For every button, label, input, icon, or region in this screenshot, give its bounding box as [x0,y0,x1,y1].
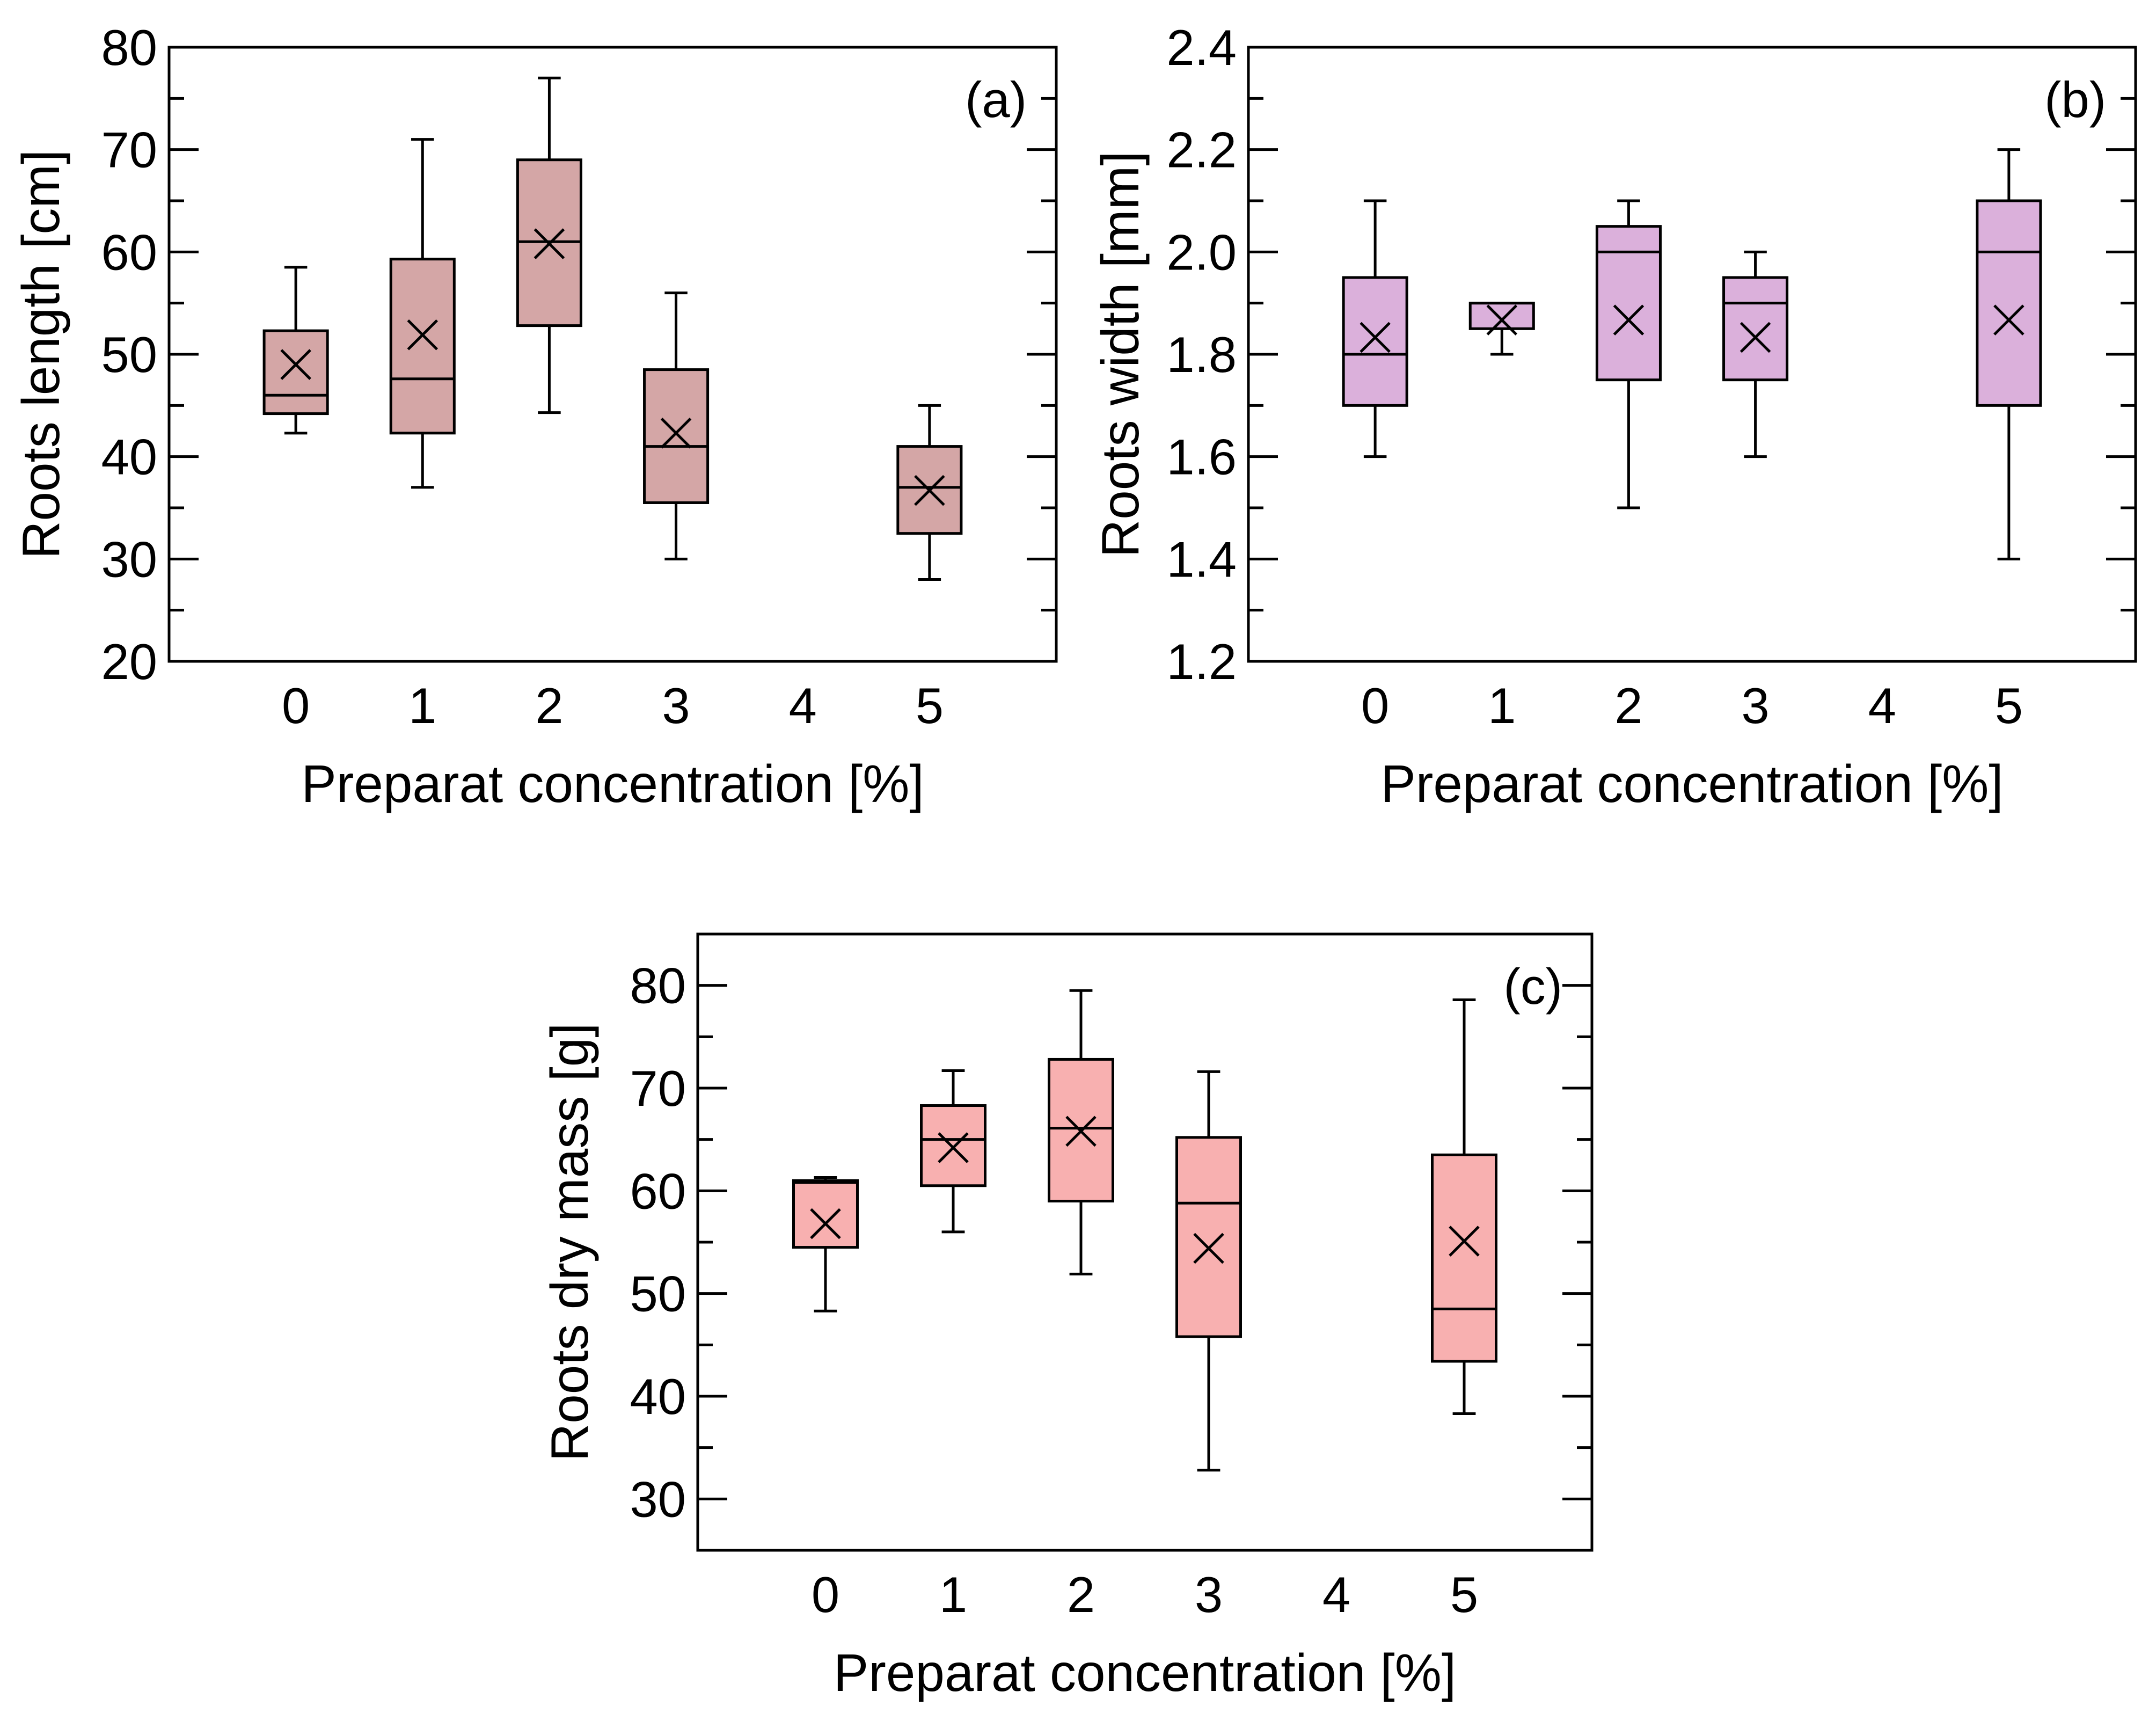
box-group [389,138,456,489]
panel-b-roots-width: 1.2 1.4 1.6 1.8 2.0 2.2 2.4 0 1 2 3 4 5 Preparat conc… [1091,19,2137,813]
box-group [1431,998,1497,1416]
x-tick-label: 5 [916,677,944,734]
panel-c-roots-dry-mass: 30 40 50 60 70 80 0 1 2 3 4 5 Preparat concentration… [540,932,1594,1702]
x-tick-label: 4 [1322,1566,1350,1623]
x-tick-label: 0 [282,677,310,734]
iqr-box [792,1179,859,1249]
x-tick-label: 0 [1361,677,1389,734]
box-group [792,1176,859,1312]
iqr-box [262,329,329,415]
iqr-box [643,368,710,504]
y-tick-label: 80 [101,19,157,76]
mean-marker [1360,322,1391,353]
y-tick-label: 30 [101,531,157,587]
x-axis-title: Preparat concentration [%] [301,754,924,813]
y-tick-label: 20 [101,633,157,690]
y-tick-label: 60 [101,224,157,280]
x-tick-label: 5 [1450,1566,1478,1623]
y-axis-title: Roots width [mm] [1091,151,1150,558]
y-tick-label: 30 [630,1471,686,1527]
y-tick-label: 1.8 [1166,326,1237,383]
panel-label: (a) [965,71,1027,128]
mean-marker [1065,1115,1097,1147]
y-tick-label: 50 [101,326,157,383]
y-tick-label: 1.6 [1166,429,1237,485]
mean-marker [660,418,692,449]
x-tick-label: 4 [789,677,817,734]
iqr-box [1976,199,2042,407]
x-tick-label: 2 [1067,1566,1095,1623]
y-tick-label: 2.4 [1166,19,1237,76]
iqr-box [389,258,456,435]
iqr-box [1342,276,1408,407]
mean-marker [1993,304,2025,336]
iqr-box [1175,1136,1242,1338]
mean-marker [1613,304,1645,336]
mean-marker [533,228,565,259]
y-tick-label: 50 [630,1266,686,1322]
iqr-box [920,1104,986,1187]
box-group [1595,199,1662,509]
x-axis-title: Preparat concentration [%] [834,1643,1456,1702]
mean-marker [1740,322,1771,353]
y-tick-label: 70 [630,1060,686,1117]
iqr-box [1468,302,1535,330]
y-tick-label: 70 [101,122,157,178]
y-tick-label: 60 [630,1163,686,1219]
y-tick-label: 1.2 [1166,633,1237,690]
x-tick-label: 0 [812,1566,839,1623]
x-tick-label: 5 [1995,677,2023,734]
mean-marker [1486,304,1518,336]
y-axis-title: Roots dry mass [g] [540,1023,599,1462]
y-tick-label: 40 [101,429,157,485]
mean-marker [810,1208,841,1239]
y-tick-label: 1.4 [1166,531,1237,587]
box-group [516,76,582,414]
mean-marker [914,475,945,506]
box-group [643,291,710,560]
iqr-box [1595,225,1662,382]
y-axis-title: Roots length [cm] [11,150,70,559]
iqr-box [1431,1153,1497,1363]
box-group [1976,148,2042,560]
x-tick-label: 1 [939,1566,967,1623]
mean-marker [1449,1226,1480,1257]
panel-a-roots-length: 20 30 40 50 60 70 80 0 1 2 3 4 5 Preparat concentrati… [11,19,1058,813]
iqr-box [1722,276,1789,382]
mean-marker [280,349,311,380]
panel-label: (b) [2044,71,2106,128]
mean-marker [1193,1233,1224,1264]
box-group [896,404,963,581]
x-tick-label: 3 [662,677,690,734]
x-tick-label: 3 [1195,1566,1223,1623]
y-tick-label: 40 [630,1368,686,1425]
y-tick-label: 80 [630,958,686,1014]
box-group [1342,199,1408,458]
x-tick-label: 4 [1868,677,1896,734]
x-tick-label: 1 [408,677,436,734]
panel-label: (c) [1503,958,1562,1015]
box-group [262,266,329,435]
x-tick-label: 2 [1614,677,1642,734]
box-group [1048,989,1114,1275]
box-group [920,1069,986,1234]
mean-marker [938,1132,969,1163]
y-tick-label: 2.2 [1166,122,1237,178]
x-axis-title: Preparat concentration [%] [1380,754,2003,813]
box-group [1468,302,1535,356]
y-tick-label: 2.0 [1166,224,1237,280]
mean-marker [407,319,438,351]
x-tick-label: 2 [535,677,563,734]
x-tick-label: 1 [1488,677,1516,734]
x-tick-label: 3 [1741,677,1769,734]
box-group [1722,250,1789,458]
box-group [1175,1070,1242,1472]
